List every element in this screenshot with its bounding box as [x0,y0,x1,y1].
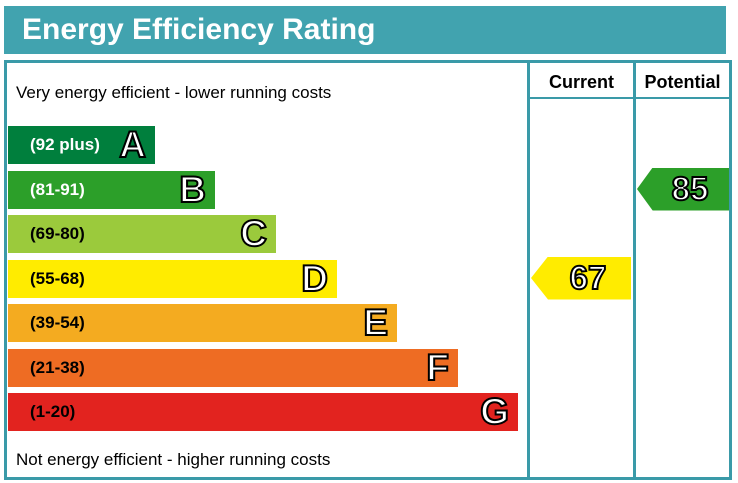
potential-column-divider [633,63,636,477]
band-letter: E [362,302,389,343]
band-bar-f: (21-38) F [8,346,458,388]
band-letter: D [300,257,329,299]
potential-rating-marker: 85 [637,167,729,211]
current-column-divider [527,63,530,477]
band-letter: G [479,391,510,432]
band-bar-b: (81-91) B [8,168,215,210]
current-rating-marker: 67 [531,256,631,300]
band-bar-e: (39-54) E [8,302,397,343]
band-letter: C [239,213,268,254]
band-bar-c: (69-80) C [8,213,276,254]
band-bar-d: (55-68) D [8,257,337,299]
band-range-label: (21-38) [30,357,85,377]
title-banner: Energy Efficiency Rating [4,6,726,54]
band-letter: F [425,346,450,388]
band-bar-a: (92 plus) A [8,124,155,165]
top-efficiency-note: Very energy efficient - lower running co… [16,83,332,102]
band-range-label: (1-20) [30,402,76,421]
band-bar-g: (1-20) G [8,391,518,432]
column-header-underline [527,97,729,99]
band-range-label: (55-68) [30,268,85,288]
current-column-header: Current [548,72,614,92]
band-letter: B [178,168,207,210]
band-range-label: (69-80) [30,224,85,243]
band-letter: A [118,124,147,165]
band-range-label: (39-54) [30,313,85,332]
band-range-label: (81-91) [30,179,85,199]
potential-column-header: Potential [644,72,721,92]
potential-rating-value: 85 [671,169,710,208]
band-range-label: (92 plus) [30,135,100,154]
page-title: Energy Efficiency Rating [22,13,376,46]
epc-rating-chart: Current Potential Very energy efficient … [4,60,732,480]
bottom-efficiency-note: Not energy efficient - higher running co… [16,450,331,469]
current-rating-value: 67 [569,258,608,297]
